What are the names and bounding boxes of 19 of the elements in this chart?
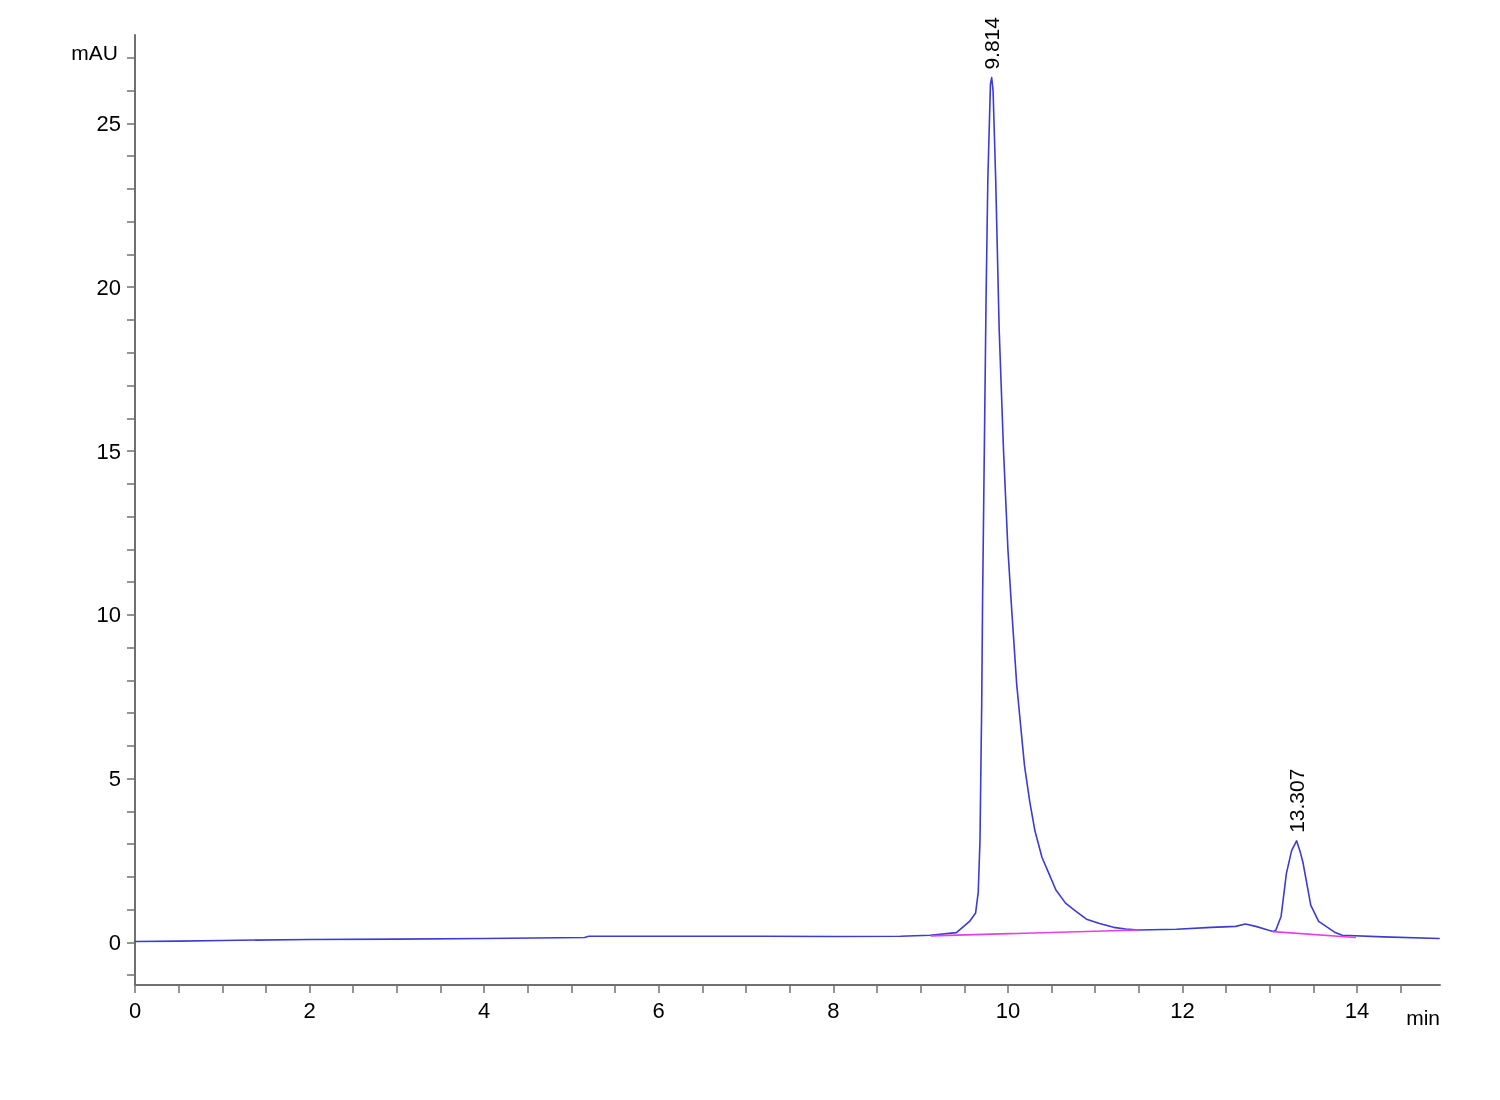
annotation: 9.814 [980,16,1004,70]
annotation: 13.307 [1285,768,1309,833]
y-tick-label: 10 [96,602,121,628]
y-tick-label: 20 [96,274,121,300]
x-tick-label: 6 [652,997,665,1023]
x-tick-label: 10 [995,997,1021,1023]
x-tick-label: 4 [478,997,491,1023]
y-tick-label: 0 [108,929,121,955]
x-tick-label: 0 [128,997,142,1023]
y-tick-label: 15 [96,438,121,464]
x-tick-label: 8 [827,997,840,1023]
x-tick-label: 2 [303,997,316,1023]
y-tick-label: 5 [108,766,121,792]
y-tick-label: 25 [96,110,121,136]
line-series [134,76,1440,943]
x-tick-label: 12 [1170,997,1195,1023]
x-axis-title: min [1406,1006,1440,1029]
y-axis-title: mAU [71,40,118,64]
x-tick-label: 14 [1344,997,1370,1023]
